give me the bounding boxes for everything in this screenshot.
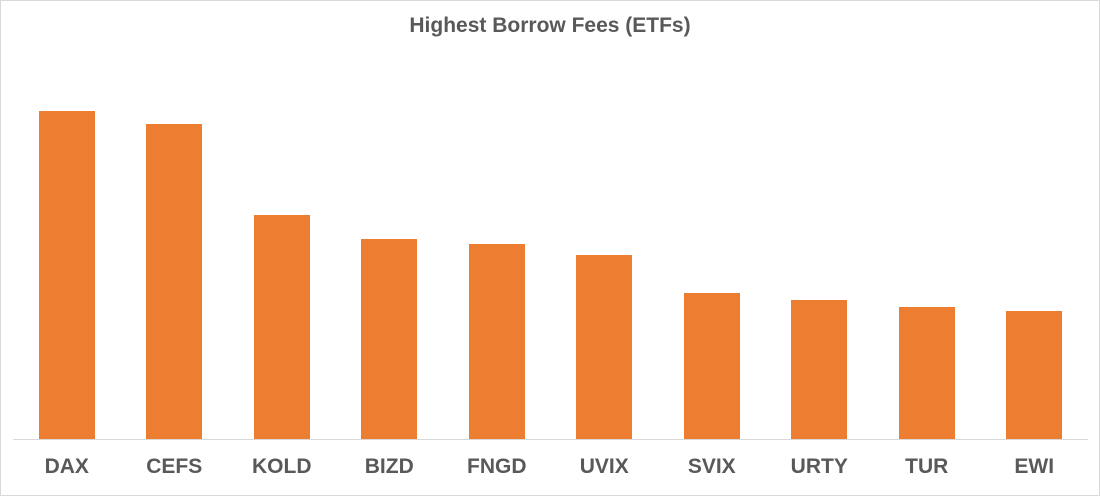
bar-kold xyxy=(253,215,310,439)
bar-cefs xyxy=(146,124,203,439)
bar-fngd xyxy=(468,244,525,439)
x-label-fngd: FNGD xyxy=(467,455,527,478)
x-label-uvix: UVIX xyxy=(579,455,629,478)
x-label-urty: URTY xyxy=(790,455,848,478)
plot-area xyxy=(13,60,1088,439)
bar-bizd xyxy=(361,239,418,439)
bar-uvix xyxy=(576,255,633,439)
x-label-dax: DAX xyxy=(44,455,89,478)
bar-urty xyxy=(791,300,848,439)
x-label-tur: TUR xyxy=(905,455,949,478)
x-label-ewi: EWI xyxy=(1014,455,1055,478)
chart-title: Highest Borrow Fees (ETFs) xyxy=(409,14,691,37)
x-axis-line xyxy=(13,439,1088,440)
bar-tur xyxy=(898,307,955,439)
bar-ewi xyxy=(1006,311,1063,439)
x-label-cefs: CEFS xyxy=(146,455,203,478)
x-label-bizd: BIZD xyxy=(364,455,414,478)
x-label-kold: KOLD xyxy=(252,455,312,478)
x-axis-labels: DAX CEFS KOLD BIZD FNGD UVIX SVIX URTY TUR EWI xyxy=(13,455,1088,485)
bar-svix xyxy=(683,293,740,439)
x-label-svix: SVIX xyxy=(687,455,736,478)
bar-dax xyxy=(38,111,95,439)
